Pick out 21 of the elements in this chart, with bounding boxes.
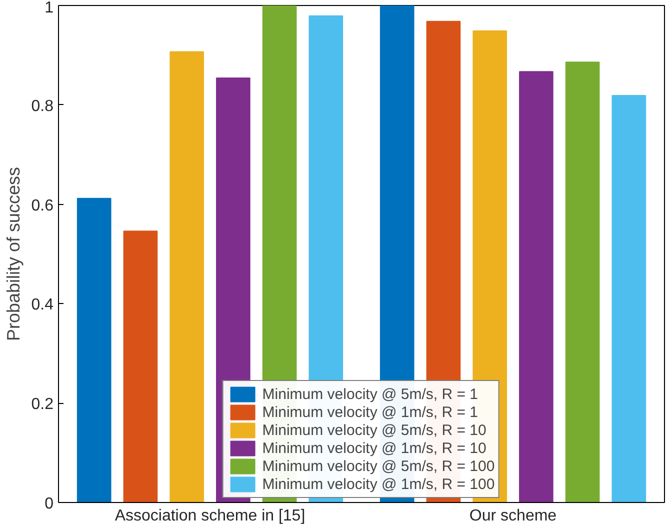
y-tick-label: 0.8 (31, 98, 54, 115)
bar (612, 94, 646, 502)
y-tick-label: 0.6 (31, 197, 54, 214)
y-tick-label: 0 (44, 496, 54, 512)
bar (519, 71, 554, 502)
bar (565, 62, 600, 502)
x-tick-label: Association scheme in [15] (114, 508, 306, 524)
legend-label: Minimum velocity @ 1m/s, R = 10 (262, 439, 486, 457)
bar (123, 230, 158, 502)
y-axis-title: Probability of success (3, 166, 24, 342)
y-tick-label: 0.2 (31, 396, 54, 414)
x-tick-label: Our scheme (469, 508, 557, 524)
legend-label: Minimum velocity @ 5m/s, R = 1 (262, 385, 478, 403)
bar (170, 51, 204, 502)
legend-label: Minimum velocity @ 1m/s, R = 1 (262, 403, 478, 421)
legend-label: Minimum velocity @ 5m/s, R = 100 (262, 457, 495, 475)
legend-label: Minimum velocity @ 1m/s, R = 100 (262, 475, 495, 493)
bar (76, 198, 112, 502)
legend-label: Minimum velocity @ 5m/s, R = 10 (262, 421, 486, 439)
y-tick-label: 1 (44, 0, 54, 16)
y-tick-label: 0.4 (31, 296, 54, 314)
